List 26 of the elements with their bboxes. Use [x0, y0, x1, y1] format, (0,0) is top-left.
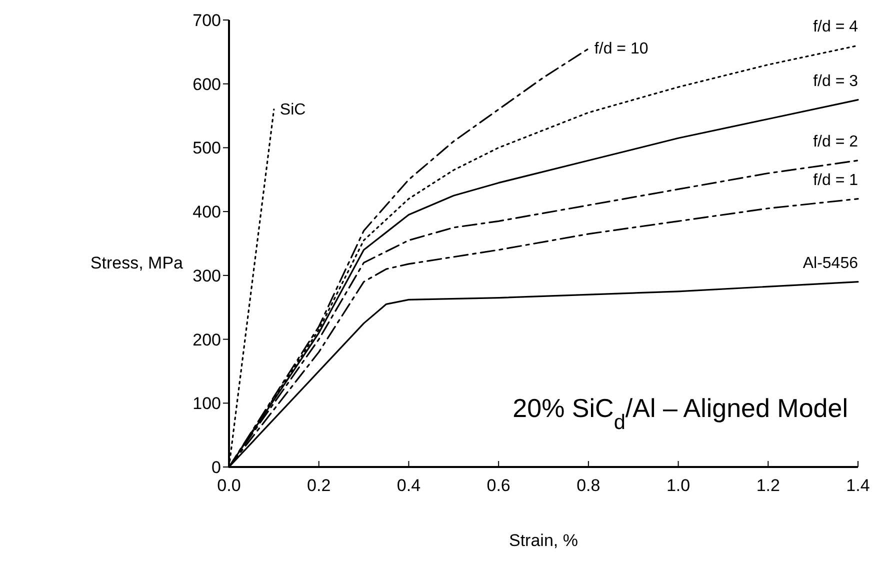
- y-tick-label: 500: [192, 138, 221, 158]
- x-tick-label: 1.2: [756, 476, 780, 495]
- series-label: f/d = 10: [594, 40, 648, 58]
- y-tick-label: 400: [192, 202, 221, 222]
- series-label: SiC: [280, 101, 306, 118]
- y-tick-label: 600: [192, 74, 221, 94]
- y-tick-label: 300: [192, 266, 221, 286]
- y-axis-title: Stress, MPa: [90, 254, 184, 272]
- x-tick-label: 0.6: [486, 476, 510, 495]
- annotation: 20% SiC$_{d}$/Al – Aligned Model: [512, 393, 848, 434]
- series-label: Al-5456: [802, 254, 858, 272]
- series-label: f/d = 1: [813, 172, 858, 189]
- x-axis-title: Strain, %: [509, 531, 578, 550]
- y-tick-label: 100: [192, 394, 221, 414]
- y-tick-label: 200: [192, 330, 221, 350]
- x-tick-label: 0.2: [307, 476, 331, 495]
- series-label: f/d = 4: [813, 18, 858, 36]
- x-tick-label: 1.4: [846, 476, 870, 495]
- series-label: f/d = 3: [813, 72, 858, 90]
- x-tick-label: 0.8: [576, 476, 600, 495]
- x-tick-label: 0.4: [396, 476, 421, 495]
- x-tick-label: 1.0: [666, 476, 690, 495]
- y-tick-label: 0: [212, 458, 221, 477]
- series-label: f/d = 2: [813, 133, 858, 150]
- y-tick-label: 700: [192, 11, 221, 30]
- x-tick-label: 0.0: [217, 476, 241, 495]
